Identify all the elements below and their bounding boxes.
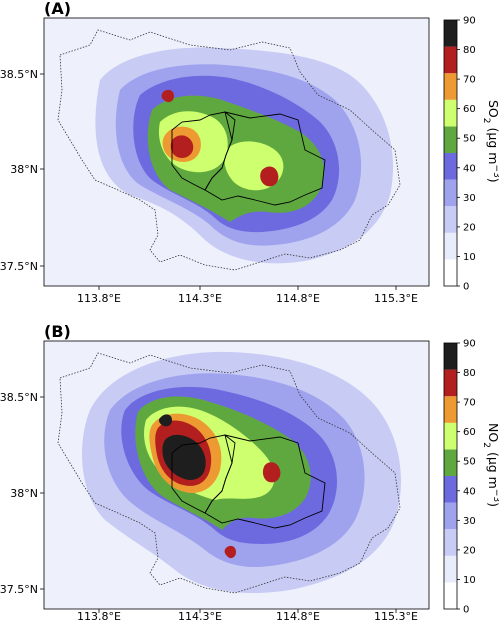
colorbar-swatch: [444, 99, 457, 127]
colorbar-swatch: [444, 206, 457, 233]
contour-80: [162, 434, 206, 480]
colorbar-tick-label: 20: [463, 545, 476, 556]
colorbar-tick-label: 90: [463, 16, 476, 27]
colorbar-swatch: [444, 449, 457, 476]
colorbar-tick-label: 40: [463, 163, 476, 174]
province-boundary: [57, 352, 401, 594]
panel-b: (B) 113.8°E 114.3°E 11: [0, 322, 499, 623]
panel-a-x-tick-label: 114.8°E: [276, 292, 320, 305]
panel-a-y-tick-label: 38.5°N: [0, 68, 38, 81]
panel-b-label: (B): [44, 322, 71, 341]
colorbar-swatch: [444, 73, 457, 100]
province-boundary: [57, 29, 401, 271]
colorbar-tick-label: 30: [463, 516, 476, 527]
colorbar-b: 0 10 20 30 40 50 60 70 80 90: [443, 339, 476, 616]
colorbar-tick-label: 0: [463, 282, 469, 293]
colorbar-tick-label: 50: [463, 457, 476, 468]
colorbar-tick-label: 60: [463, 104, 476, 115]
city-boundary-east: [204, 111, 326, 206]
panel-b-y-tick-label: 38.5°N: [0, 391, 38, 404]
colorbar-tick-label: 50: [463, 134, 476, 145]
colorbar-tick-label: 10: [463, 252, 476, 263]
panel-b-y-tick-label: 37.5°N: [0, 583, 38, 596]
colorbar-frame: [443, 342, 458, 610]
colorbar-swatch: [444, 369, 457, 397]
panel-b-x-tick-label: 113.8°E: [77, 610, 121, 623]
colorbar-swatch: [444, 46, 457, 74]
panel-b-x-ticks: [98, 609, 397, 613]
panel-a-map: [44, 18, 429, 286]
colorbar-tick-label: 80: [463, 368, 476, 379]
colorbar-tick-label: 30: [463, 193, 476, 204]
colorbar-tick-label: 40: [463, 486, 476, 497]
colorbar-tick-label: 0: [463, 605, 469, 616]
colorbar-swatch: [444, 153, 457, 180]
panel-a-x-ticks: [98, 286, 397, 290]
panel-a-label: (A): [44, 0, 71, 18]
colorbar-swatch: [444, 529, 457, 556]
colorbar-swatch: [444, 502, 457, 530]
contour-70b: [260, 166, 279, 187]
colorbar-swatch: [444, 396, 457, 423]
colorbar-swatch: [444, 476, 457, 503]
contour-90: [158, 414, 172, 427]
colorbar-tick-label: 70: [463, 398, 476, 409]
panel-a-x-tick-label: 115.3°E: [374, 292, 418, 305]
colorbar-b-title: NO2(μg m−3): [481, 423, 499, 507]
panel-b-y-ticks: [40, 396, 44, 590]
contour-70c: [161, 89, 174, 103]
panel-a-y-tick-label: 37.5°N: [0, 260, 38, 273]
colorbar-a: 0 10 20 30 40 50 60 70 80 90: [443, 16, 476, 293]
colorbar-swatch: [444, 343, 457, 370]
colorbar-swatch: [444, 20, 457, 47]
panel-a-x-tick-label: 113.8°E: [77, 292, 121, 305]
contour-70c: [224, 545, 236, 559]
panel-b-frame: [43, 340, 430, 610]
panel-a-x-tick-label: 114.3°E: [178, 292, 222, 305]
colorbar-tick-label: 70: [463, 75, 476, 86]
colorbar-tick-label: 80: [463, 45, 476, 56]
colorbar-frame: [443, 19, 458, 287]
colorbar-tick-label: 90: [463, 339, 476, 350]
panel-a-frame: [43, 17, 430, 287]
colorbar-a-title: SO2(μg m−3): [481, 100, 499, 183]
panel-b-y-tick-label: 38°N: [10, 487, 38, 500]
panel-b-map: [44, 341, 429, 609]
colorbar-swatch: [444, 555, 457, 583]
panel-a: (A) 113.8°E 11: [0, 0, 499, 305]
city-boundary-east: [204, 434, 326, 529]
contour-70b: [262, 462, 281, 483]
panel-b-x-tick-label: 115.3°E: [374, 610, 418, 623]
contour-70: [170, 135, 194, 158]
panel-a-y-ticks: [40, 73, 44, 267]
colorbar-swatch: [444, 422, 457, 450]
panel-b-x-tick-label: 114.3°E: [178, 610, 222, 623]
colorbar-swatch: [444, 259, 457, 286]
panel-a-y-tick-label: 38°N: [10, 163, 38, 176]
panel-b-x-tick-label: 114.8°E: [276, 610, 320, 623]
colorbar-tick-label: 10: [463, 575, 476, 586]
colorbar-tick-label: 20: [463, 222, 476, 233]
colorbar-swatch: [444, 126, 457, 153]
colorbar-swatch: [444, 179, 457, 207]
colorbar-tick-label: 60: [463, 427, 476, 438]
colorbar-swatch: [444, 232, 457, 260]
colorbar-swatch: [444, 582, 457, 609]
